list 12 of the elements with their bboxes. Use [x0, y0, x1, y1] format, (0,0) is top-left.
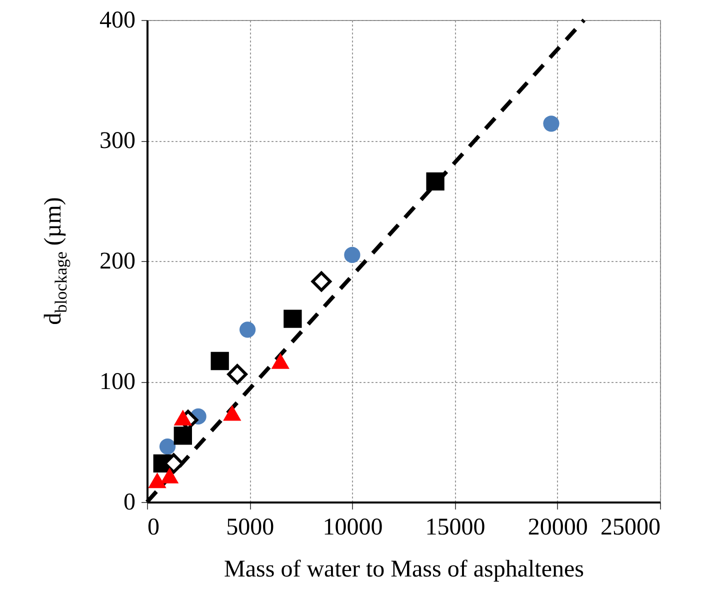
x-tick-label: 10000 — [322, 514, 383, 540]
y-tick-label: 200 — [100, 248, 136, 274]
x-tick-label: 25000 — [600, 514, 660, 540]
x-tick-label: 20000 — [528, 514, 588, 540]
x-tick-label: 5000 — [226, 514, 274, 540]
x-tick-label: 15000 — [425, 514, 486, 540]
y-tick-label: 100 — [100, 369, 136, 395]
x-axis-title: Mass of water to Mass of asphaltenes — [224, 556, 584, 582]
y-tick-label: 0 — [124, 490, 136, 516]
y-tick-label: 400 — [100, 8, 136, 34]
y-tick-label: 300 — [100, 128, 136, 154]
x-tick-label: 0 — [148, 514, 160, 540]
